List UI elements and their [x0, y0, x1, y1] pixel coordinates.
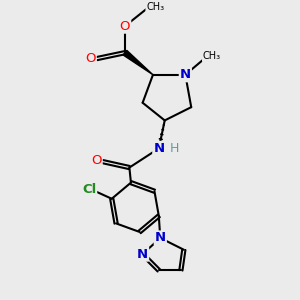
Text: CH₃: CH₃	[203, 51, 221, 61]
Text: CH₃: CH₃	[146, 2, 164, 12]
Text: N: N	[137, 248, 148, 261]
Polygon shape	[123, 50, 153, 75]
Text: O: O	[91, 154, 102, 167]
Text: N: N	[180, 68, 191, 81]
Text: H: H	[170, 142, 179, 155]
Text: Cl: Cl	[82, 183, 96, 196]
Text: O: O	[85, 52, 96, 65]
Text: N: N	[153, 142, 164, 155]
Text: O: O	[120, 20, 130, 33]
Text: N: N	[155, 232, 166, 244]
